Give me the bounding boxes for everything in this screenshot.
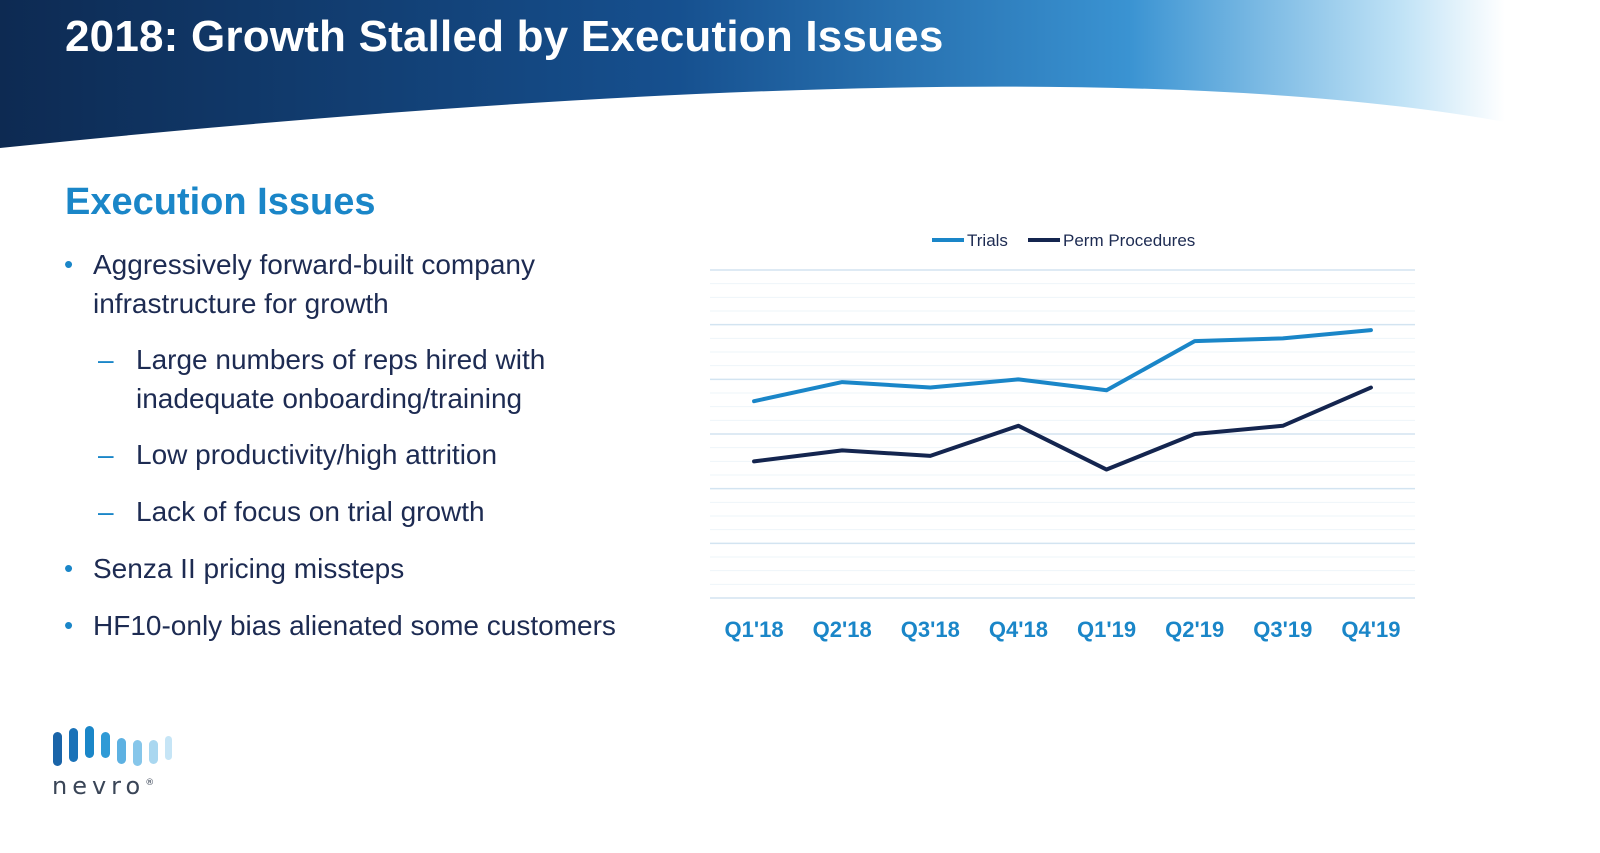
nevro-logo: nevro®: [52, 724, 192, 804]
x-tick-label: Q3'19: [1253, 617, 1312, 642]
chart-gridlines: [710, 269, 1415, 599]
chart-legend: Trials Perm Procedures: [932, 231, 1195, 250]
bullet-item: • Senza II pricing missteps: [64, 549, 405, 588]
x-tick-label: Q1'18: [725, 617, 784, 642]
bullet-text-line: inadequate onboarding/training: [136, 383, 523, 414]
bullet-text-line: Senza II pricing missteps: [93, 553, 405, 584]
dash-marker: –: [98, 344, 114, 375]
logo-wordmark-text: nevro: [52, 772, 146, 800]
logo-wordmark: nevro®: [52, 772, 154, 800]
logo-bars-icon: [53, 726, 172, 766]
x-tick-label: Q4'18: [989, 617, 1048, 642]
slide-title: 2018: Growth Stalled by Execution Issues: [65, 12, 944, 61]
bullet-item: • Aggressively forward-built company inf…: [64, 245, 535, 323]
bullet-text-line: Lack of focus on trial growth: [136, 496, 485, 527]
bullet-text-line: Aggressively forward-built company: [93, 249, 535, 280]
x-tick-label: Q1'19: [1077, 617, 1136, 642]
bullet-marker: •: [64, 249, 74, 279]
series-line-perm-procedures: [752, 385, 1373, 472]
dash-marker: –: [98, 439, 114, 470]
sub-bullet-item: – Low productivity/high attrition: [98, 435, 498, 474]
header-banner: [0, 0, 1505, 148]
dash-marker: –: [98, 496, 114, 527]
x-axis-tick-labels: Q1'18 Q2'18 Q3'18 Q4'18 Q1'19 Q2'19 Q3'19 Q4'19: [725, 617, 1401, 642]
chart-series: [752, 328, 1373, 472]
x-tick-label: Q3'18: [901, 617, 960, 642]
series-line-trials: [752, 328, 1373, 404]
legend-label: Perm Procedures: [1063, 231, 1195, 250]
bullet-item: • HF10-only bias alienated some customer…: [64, 606, 616, 645]
bullet-text-line: Large numbers of reps hired with: [136, 344, 546, 375]
section-heading: Execution Issues: [65, 181, 376, 223]
sub-bullet-item: – Large numbers of reps hired with inade…: [98, 340, 546, 418]
bullet-text-line: Low productivity/high attrition: [136, 439, 498, 470]
legend-label: Trials: [967, 231, 1008, 250]
x-tick-label: Q2'18: [813, 617, 872, 642]
x-tick-label: Q2'19: [1165, 617, 1224, 642]
bullet-text-line: HF10-only bias alienated some customers: [93, 610, 616, 641]
bullet-text-line: infrastructure for growth: [93, 288, 389, 319]
registered-mark: ®: [145, 778, 155, 788]
sub-bullet-item: – Lack of focus on trial growth: [98, 492, 485, 531]
x-tick-label: Q4'19: [1341, 617, 1400, 642]
bullet-marker: •: [64, 553, 74, 583]
bullet-marker: •: [64, 610, 74, 640]
